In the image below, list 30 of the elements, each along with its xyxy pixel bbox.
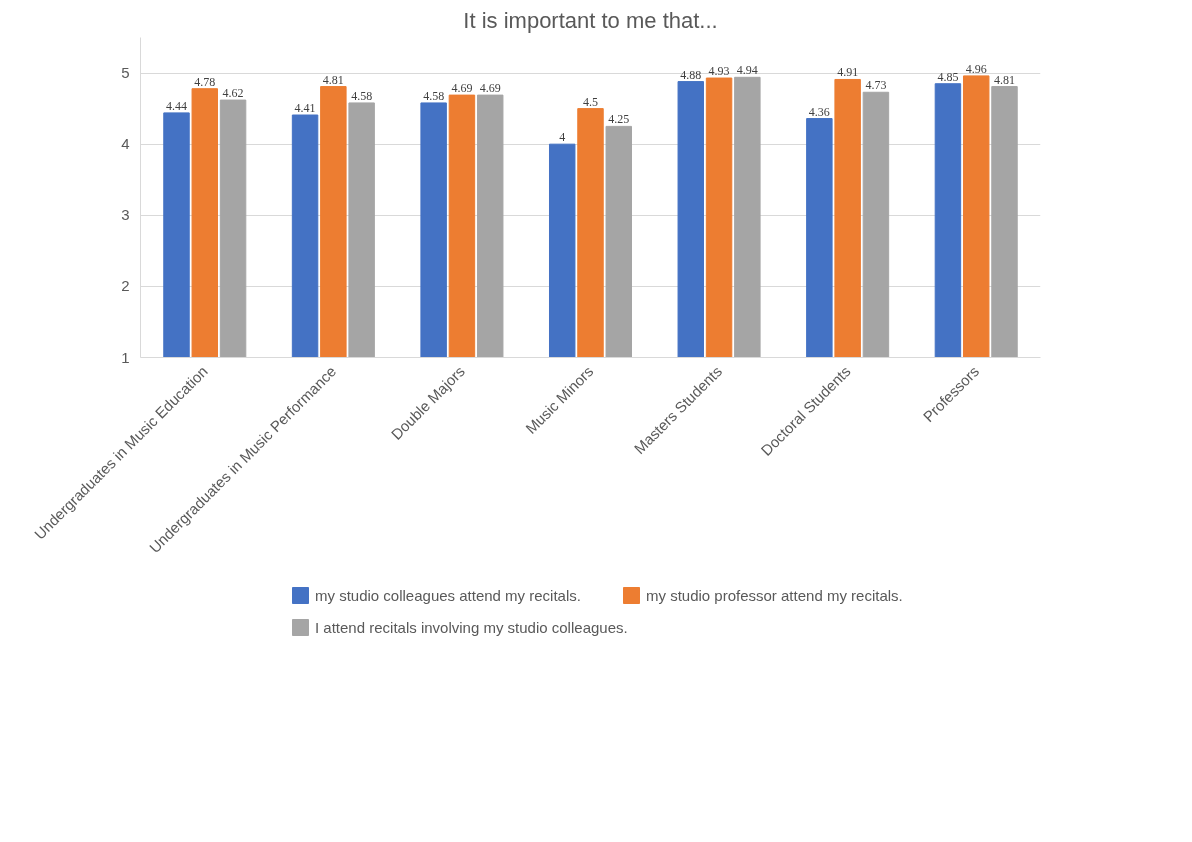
data-label: 4.25 — [608, 112, 630, 127]
data-label: 4.5 — [583, 94, 598, 109]
data-label: 4.62 — [222, 86, 244, 101]
data-label: 4.88 — [680, 67, 702, 82]
legend-label: my studio colleagues attend my recitals. — [315, 586, 581, 604]
y-tick-label: 3 — [121, 206, 130, 224]
legend-label: I attend recitals involving my studio colleagues. — [315, 618, 628, 636]
data-label: 4.81 — [322, 72, 344, 87]
y-tick-label: 2 — [121, 277, 130, 295]
data-label: 4.85 — [937, 69, 959, 84]
data-label: 4.41 — [294, 101, 316, 116]
data-label: 4 — [559, 130, 566, 145]
y-tick-label: 4 — [121, 135, 130, 153]
chart-title: It is important to me that... — [463, 7, 718, 33]
data-label: 4.69 — [451, 81, 473, 96]
data-label: 4.91 — [837, 65, 859, 80]
data-label: 4.73 — [865, 78, 887, 93]
data-label: 4.36 — [808, 104, 830, 119]
data-label: 4.44 — [166, 98, 187, 113]
legend-label: my studio professor attend my recitals. — [645, 586, 903, 604]
data-label: 4.81 — [994, 72, 1015, 87]
data-label: 4.94 — [736, 63, 758, 78]
y-tick-label: 5 — [121, 64, 130, 82]
data-label: 4.58 — [423, 88, 445, 103]
data-label: 4.69 — [479, 81, 501, 96]
data-label: 4.78 — [194, 74, 216, 89]
y-tick-label: 1 — [121, 348, 130, 366]
data-label: 4.96 — [965, 61, 987, 76]
data-label: 4.93 — [708, 64, 730, 79]
data-label: 4.58 — [351, 88, 373, 103]
